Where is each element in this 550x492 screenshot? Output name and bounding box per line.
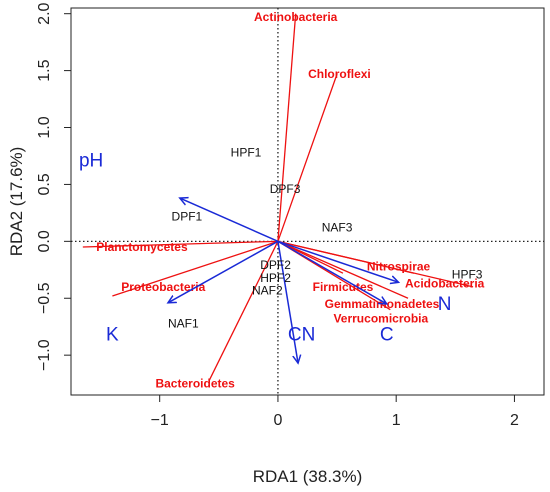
sample-label-naf1: NAF1 xyxy=(168,316,199,330)
sample-label-naf3: NAF3 xyxy=(322,221,353,235)
species-arrow-proteobacteria xyxy=(112,240,279,297)
species-label-acidobacteria: Acidobacteria xyxy=(405,276,485,290)
species-arrow-planctomycetes xyxy=(82,240,278,248)
species-label-actinobacteria: Actinobacteria xyxy=(254,10,338,24)
y-axis: −1.0 −0.5 0.0 0.5 1.0 1.5 2.0 xyxy=(36,2,71,371)
env-label-cn: CN xyxy=(288,325,315,346)
env-arrow-cn xyxy=(277,241,298,363)
species-label-nitrospirae: Nitrospirae xyxy=(367,259,431,273)
species-arrow-gemmatimonadetes xyxy=(277,240,409,299)
species-arrow-acidobacteria xyxy=(277,240,474,288)
sample-label-dpf2: DPF2 xyxy=(260,258,291,272)
y-axis-title: RDA2 (17.6%) xyxy=(7,147,26,257)
y-tick-label: −1.0 xyxy=(36,339,53,371)
plot-frame xyxy=(70,7,545,396)
species-label-planctomycetes: Planctomycetes xyxy=(96,240,188,254)
env-arrow-c xyxy=(277,240,387,304)
y-tick-label: −0.5 xyxy=(36,282,53,314)
y-tick-label: 0.0 xyxy=(36,230,53,252)
x-tick-label: 1 xyxy=(392,412,401,429)
sample-label-hpf2: HPF2 xyxy=(260,271,291,285)
env-label-c: C xyxy=(380,325,394,346)
sample-label-hpf3: HPF3 xyxy=(452,267,483,281)
sample-label-dpf1: DPF1 xyxy=(172,209,203,223)
y-tick-label: 1.5 xyxy=(36,59,53,81)
env-arrow-k xyxy=(168,240,279,302)
x-axis: −1 0 1 2 xyxy=(151,395,519,429)
species-arrows: Actinobacteria Chloroflexi Planctomycetes P… xyxy=(82,10,485,391)
reference-lines xyxy=(71,8,544,395)
species-arrow-actinobacteria xyxy=(277,13,297,242)
x-tick-label: 0 xyxy=(273,412,282,429)
species-arrow-chloroflexi xyxy=(277,73,338,242)
env-label-n: N xyxy=(438,294,452,315)
sample-label-naf2: NAF2 xyxy=(252,283,283,297)
sample-label-hpf1: HPF1 xyxy=(231,146,262,160)
species-label-proteobacteria: Proteobacteria xyxy=(121,280,205,294)
env-arrow-n xyxy=(277,240,399,282)
y-tick-label: 1.0 xyxy=(36,116,53,138)
environment-arrows: pHK CN CN xyxy=(79,151,452,364)
species-label-bacteroidetes: Bacteroidetes xyxy=(155,377,235,391)
env-label-k: K xyxy=(106,325,119,346)
env-arrow-ph xyxy=(180,198,279,243)
sample-label-dpf3: DPF3 xyxy=(270,182,301,196)
species-arrow-bacteroidetes xyxy=(208,241,279,381)
y-tick-label: 2.0 xyxy=(36,2,53,24)
species-label-verrucomicrobia: Verrucomicrobia xyxy=(333,312,428,326)
env-label-ph: pH xyxy=(79,151,103,172)
species-label-chloroflexi: Chloroflexi xyxy=(308,67,371,81)
x-axis-title: RDA1 (38.3%) xyxy=(253,467,363,486)
x-tick-label: −1 xyxy=(151,412,169,429)
y-tick-label: 0.5 xyxy=(36,173,53,195)
x-tick-label: 2 xyxy=(510,412,519,429)
